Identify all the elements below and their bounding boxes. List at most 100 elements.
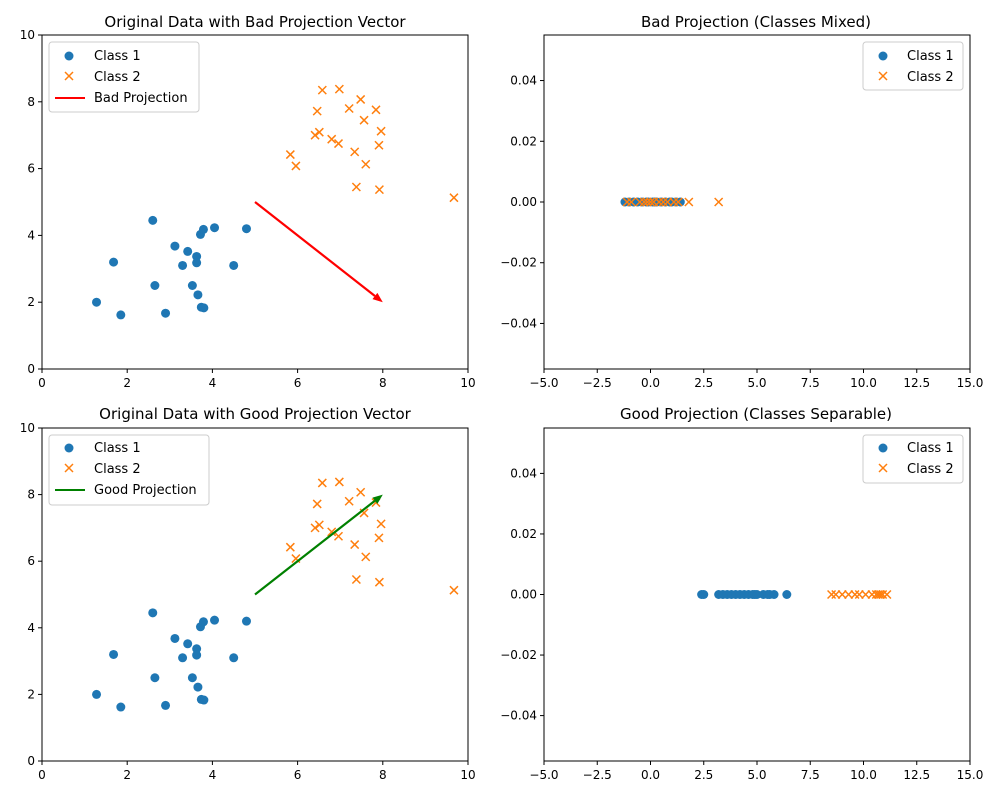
chart-title: Good Projection (Classes Separable) [620,405,892,423]
data-point-class-2 [350,147,360,157]
data-point-class-1 [150,281,160,290]
data-point-class-1 [161,308,171,318]
projection-vector [254,201,383,303]
legend-label-class-2: Class 2 [907,462,954,477]
panel-good-projection: Good Projection (Classes Separable) −5.0… [500,405,983,782]
plot-area: 0 2 4 6 8 10 0 2 4 6 8 10 [20,421,476,782]
y-tick-label: 2 [27,687,35,701]
legend-marker-class-2 [64,71,74,81]
data-point-class-2 [356,487,366,497]
data-point-class-1 [675,197,685,207]
y-tick-label: 2 [27,295,35,309]
data-point-class-2 [684,197,694,207]
y-tick-label: −0.02 [500,648,537,662]
y-tick-label: 8 [27,488,35,502]
x-tick-label: 6 [294,376,302,390]
data-point-class-2 [658,197,668,207]
data-point-class-1 [148,215,158,225]
y-tick-label: 0.00 [510,588,537,602]
y-tick-label: 4 [27,228,35,242]
legend-marker-class-1 [64,51,74,61]
data-point-class-2 [351,182,361,192]
y-tick-label: 0.04 [510,466,537,480]
x-tick-label: 2.5 [694,768,713,782]
projection-vector [254,494,383,596]
data-point-class-2 [351,574,361,585]
data-point-class-2 [344,103,354,114]
x-tick-label: −5.0 [529,768,558,782]
y-tick-label: 6 [27,554,35,568]
y-tick-label: 4 [27,621,35,635]
data-point-class-2 [350,540,360,550]
legend: Class 1 Class 2 [862,434,964,484]
panel-bad-original: Original Data with Bad Projection Vector… [20,13,476,390]
y-tick-label: 6 [27,162,35,176]
legend-marker-class-2 [64,463,74,473]
data-point-class-1 [198,617,208,627]
data-point-class-2 [449,193,459,203]
data-point-class-2 [314,520,324,530]
legend: Class 1 Class 2 Good Projection [48,434,210,506]
data-point-class-2 [334,477,344,487]
legend-label-class-1: Class 1 [94,441,141,456]
x-tick-label: 8 [379,768,387,782]
x-tick-label: −5.0 [529,376,558,390]
legend-label-projection: Good Projection [94,483,197,498]
legend-marker-class-2 [878,71,888,81]
legend-box [862,41,964,91]
x-tick-label: 2 [123,376,131,390]
legend-label-class-1: Class 1 [94,49,141,64]
x-tick-label: 5.0 [747,376,766,390]
chart-title: Bad Projection (Classes Mixed) [641,13,871,31]
data-point-class-1 [193,682,203,692]
data-point-class-1 [178,260,188,270]
legend-label-class-2: Class 2 [907,70,954,85]
data-point-class-2 [626,197,636,207]
y-tick-label: −0.02 [500,256,537,270]
legend: Class 1 Class 2 [862,41,964,91]
x-tick-label: −2.5 [583,768,612,782]
data-point-class-2 [873,589,883,600]
data-point-class-2 [327,134,337,144]
x-tick-label: 10.0 [850,376,877,390]
y-tick-label: −0.04 [500,316,537,330]
data-point-class-2 [622,197,632,207]
y-tick-label: 0.02 [510,134,537,148]
data-point-class-1 [210,615,220,625]
panel-bad-projection: Bad Projection (Classes Mixed) −5.0 −2.5 0… [500,13,983,390]
legend-label-class-1: Class 1 [907,49,954,64]
x-tick-label: 10 [460,376,475,390]
data-point-class-1 [183,246,193,256]
data-point-class-2 [669,197,679,207]
x-tick-label: 7.5 [801,376,820,390]
data-point-class-2 [333,531,344,541]
data-point-class-2 [361,159,371,169]
y-tick-label: 10 [20,421,35,435]
legend-label-class-2: Class 2 [94,462,141,477]
data-point-class-2 [312,106,322,116]
y-tick-label: 10 [20,28,35,42]
data-point-class-2 [291,161,301,171]
chart-title: Original Data with Bad Projection Vector [104,13,406,31]
data-point-class-1 [187,673,197,683]
data-point-class-2 [878,589,888,600]
data-point-class-1 [116,702,126,712]
data-point-class-2 [374,577,384,587]
data-point-class-1 [752,590,762,599]
plot-area: −5.0 −2.5 0.0 2.5 5.0 7.5 10.0 12.5 15.0 −0.04 −0.… [500,74,983,390]
x-tick-label: −2.5 [583,376,612,390]
panel-good-original: Original Data with Good Projection Vecto… [20,405,476,782]
x-tick-label: 2 [123,768,131,782]
data-point-class-1 [116,310,126,320]
data-point-class-2 [374,185,384,195]
x-tick-label: 2.5 [694,376,713,390]
data-point-class-2 [312,499,322,509]
chart-title: Original Data with Good Projection Vecto… [99,405,411,423]
legend-marker-class-1 [64,443,74,453]
plot-area: −5.0 −2.5 0.0 2.5 5.0 7.5 10.0 12.5 15.0 −0.04 −0.… [500,466,983,782]
data-point-class-2 [371,105,381,115]
data-point-class-2 [317,478,327,488]
data-point-class-1 [782,590,792,599]
x-tick-label: 5.0 [747,768,766,782]
